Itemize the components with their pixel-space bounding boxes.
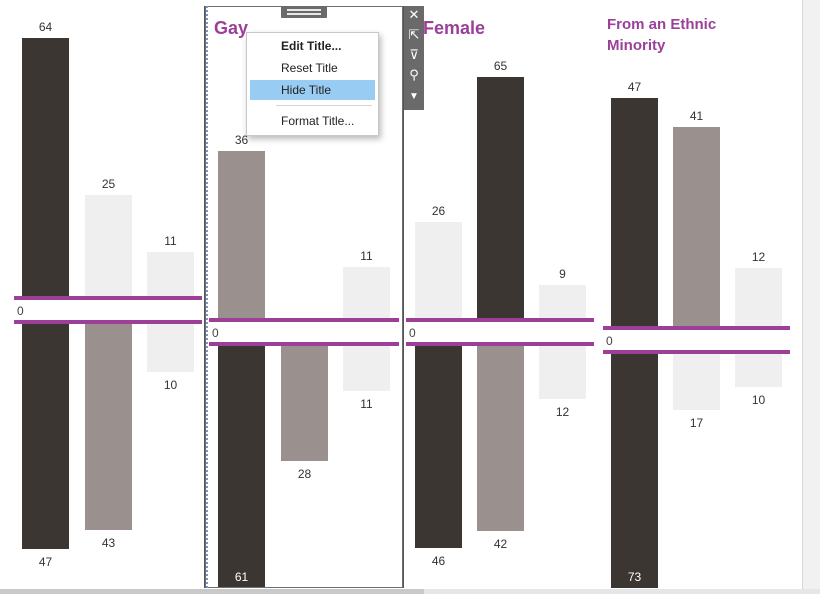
data-label: 64	[38, 20, 53, 34]
menu-separator	[276, 105, 372, 106]
data-label: 47	[38, 555, 53, 569]
horizontal-scrollbar-thumb[interactable]	[0, 589, 424, 594]
bar-positive[interactable]	[611, 98, 658, 326]
data-label: 17	[689, 416, 704, 430]
pane-title[interactable]: Female	[423, 18, 486, 38]
pane-divider	[204, 6, 205, 588]
menu-item-format-title[interactable]: Format Title...	[281, 114, 355, 128]
bar-negative[interactable]	[673, 354, 720, 410]
bar-positive[interactable]	[22, 38, 69, 296]
bar-positive[interactable]	[673, 127, 720, 326]
pane-title[interactable]: Gay	[214, 18, 249, 38]
bar-positive[interactable]	[415, 222, 462, 318]
pane-toolbar: ✕ ⇱ ⊽ ⚲ ▼	[404, 6, 424, 110]
bar-negative[interactable]	[477, 346, 524, 531]
data-label: 47	[627, 80, 642, 94]
pane-title[interactable]: From an Ethnic	[607, 16, 717, 33]
more-options-icon[interactable]: ▼	[409, 91, 419, 102]
bar-positive[interactable]	[218, 151, 265, 318]
data-label: 41	[689, 109, 704, 123]
zero-line-band	[14, 296, 202, 324]
data-label: 73	[627, 570, 642, 584]
data-label: 11	[164, 234, 177, 248]
move-handle-icon[interactable]	[281, 6, 327, 18]
zero-line-band	[209, 318, 399, 346]
menu-item-reset-title[interactable]: Reset Title	[281, 61, 338, 75]
bar-negative[interactable]	[218, 346, 265, 588]
data-label: 46	[431, 554, 446, 568]
selected-pane-edge	[206, 6, 208, 588]
bar-negative[interactable]	[22, 324, 69, 549]
bar-positive[interactable]	[343, 267, 390, 318]
data-label: 11	[360, 397, 373, 411]
zero-line-band	[603, 326, 790, 354]
title-context-menu: Edit Title... Reset Title Hide Title For…	[246, 32, 379, 136]
data-label: 26	[431, 204, 446, 218]
data-label: 61	[234, 570, 249, 584]
data-label: 11	[360, 249, 373, 263]
data-label: 28	[297, 467, 312, 481]
menu-item-edit-title[interactable]: Edit Title...	[281, 39, 342, 53]
data-label: 42	[493, 537, 508, 551]
zero-axis-label: 0	[606, 334, 613, 348]
bar-negative[interactable]	[281, 346, 328, 461]
data-label: 9	[559, 267, 566, 281]
pin-icon[interactable]: ⚲	[409, 67, 419, 82]
bar-negative[interactable]	[343, 346, 390, 391]
zero-axis-label: 0	[17, 304, 24, 318]
data-label: 65	[493, 59, 508, 73]
bar-negative[interactable]	[147, 324, 194, 372]
bar-negative[interactable]	[611, 354, 658, 588]
data-label: 10	[163, 378, 178, 392]
menu-item-hide-title[interactable]: Hide Title	[250, 80, 375, 100]
data-label: 12	[751, 250, 766, 264]
bar-positive[interactable]	[735, 268, 782, 326]
zero-axis-label: 0	[212, 326, 219, 340]
vertical-scrollbar[interactable]	[802, 0, 820, 594]
close-icon[interactable]: ✕	[408, 7, 420, 22]
zero-line-band	[406, 318, 594, 346]
data-label: 25	[101, 177, 116, 191]
data-label: 43	[101, 536, 116, 550]
zero-axis-label: 0	[409, 326, 416, 340]
bar-positive[interactable]	[147, 252, 194, 296]
bar-negative[interactable]	[415, 346, 462, 548]
data-label: 12	[555, 405, 570, 419]
bar-negative[interactable]	[85, 324, 132, 530]
bar-negative[interactable]	[539, 346, 586, 399]
filter-icon[interactable]: ⊽	[409, 47, 419, 62]
data-label: 36	[234, 133, 249, 147]
data-label: 10	[751, 393, 766, 407]
bar-positive[interactable]	[539, 285, 586, 318]
bar-positive[interactable]	[477, 77, 524, 318]
bar-positive[interactable]	[85, 195, 132, 296]
pane-divider	[403, 6, 404, 588]
expand-icon[interactable]: ⇱	[408, 27, 420, 42]
bar-negative[interactable]	[735, 354, 782, 387]
pane-title[interactable]: Minority	[607, 37, 666, 54]
